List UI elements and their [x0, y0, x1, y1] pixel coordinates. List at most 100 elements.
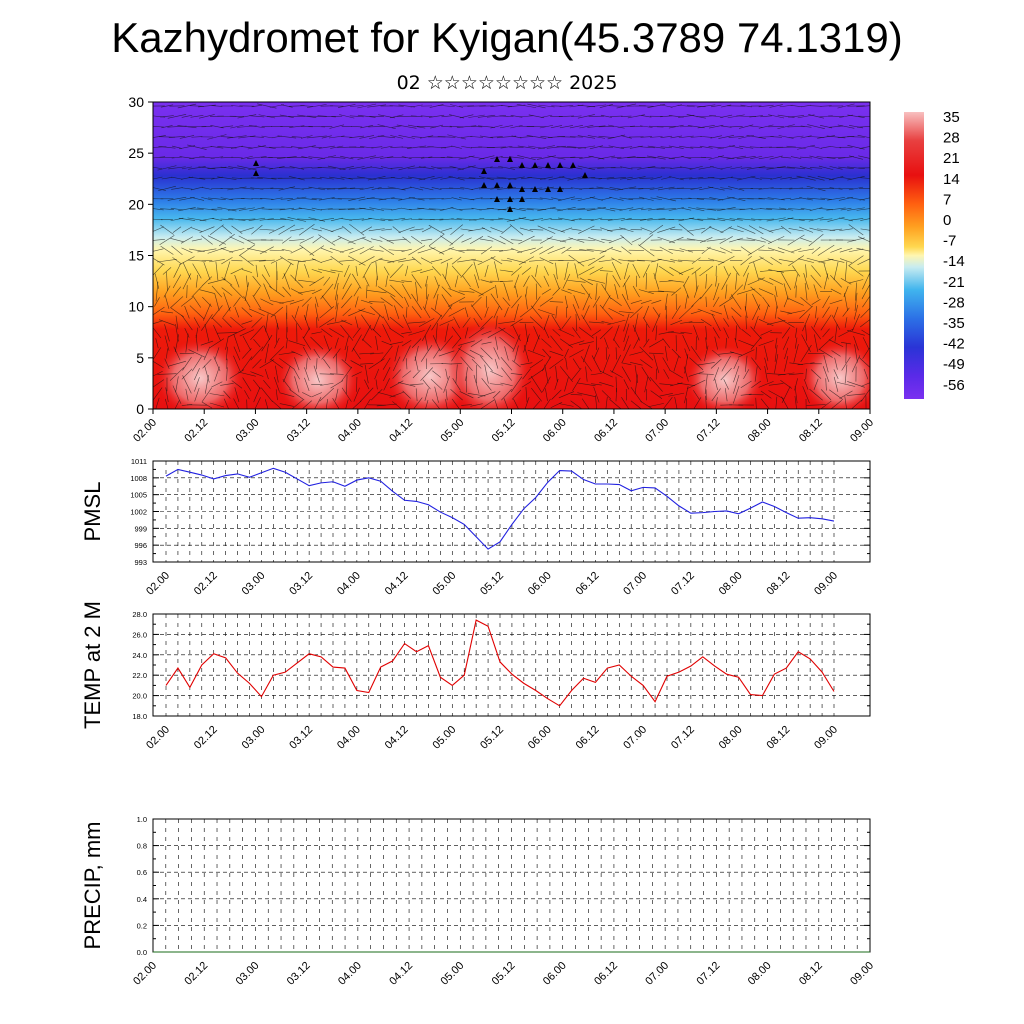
- wind-arrow: [227, 207, 246, 211]
- wind-arrow: [606, 177, 626, 180]
- wind-arrow: [741, 328, 751, 337]
- wind-arrow: [300, 105, 314, 107]
- wind-arrow: [599, 270, 613, 272]
- colorbar-label: -42: [943, 336, 965, 353]
- x-tick-label: 02.00: [131, 960, 159, 988]
- wind-arrow: [654, 263, 659, 279]
- wind-arrow: [240, 255, 254, 266]
- wind-arrow: [461, 404, 472, 406]
- wind-arrow: [630, 400, 642, 409]
- wind-arrow: [530, 305, 543, 319]
- wind-arrow: [229, 248, 245, 253]
- x-tick-label: 02.12: [182, 960, 210, 988]
- wind-arrow: [263, 380, 271, 389]
- wind-arrow: [658, 331, 674, 335]
- wind-arrow: [258, 259, 275, 262]
- y-tick-label: 1002: [130, 508, 147, 517]
- wind-arrow: [730, 294, 742, 310]
- wind-arrow: [468, 228, 485, 232]
- wind-arrow: [273, 376, 280, 392]
- wind-arrow: [451, 265, 462, 277]
- wind-arrow: [210, 146, 224, 149]
- wind-arrow: [804, 282, 808, 301]
- wind-arrow: [334, 282, 339, 301]
- x-tick-label: 03.12: [287, 724, 315, 752]
- wind-arrow: [189, 196, 205, 201]
- wind-arrow: [629, 207, 644, 211]
- wind-arrow: [619, 207, 634, 211]
- wind-arrow: [769, 277, 784, 285]
- y-tick-label: 20.0: [132, 692, 147, 701]
- wind-arrow: [310, 336, 324, 350]
- wind-arrow: [723, 266, 729, 276]
- wind-arrow: [769, 104, 783, 108]
- wind-arrow: [539, 297, 554, 307]
- wind-arrow: [253, 387, 261, 403]
- wind-arrow: [153, 187, 167, 191]
- wind-arrow: [418, 166, 435, 170]
- wind-arrow: [652, 313, 661, 332]
- wind-arrow: [280, 104, 293, 108]
- wind-arrow: [859, 197, 870, 201]
- wind-arrow: [621, 366, 631, 382]
- wind-arrow: [447, 296, 466, 307]
- wind-arrow: [758, 187, 774, 190]
- wind-arrow: [455, 364, 458, 384]
- wind-arrow: [670, 319, 683, 326]
- wind-arrow: [321, 135, 332, 139]
- wind-arrow: [542, 376, 551, 393]
- wind-arrow: [781, 327, 791, 339]
- wind-arrow: [223, 390, 231, 399]
- wind-arrow: [600, 227, 613, 233]
- wind-flag: [582, 172, 588, 178]
- wind-arrow: [447, 134, 466, 140]
- wind-arrow: [251, 224, 263, 235]
- wind-arrow: [161, 177, 173, 180]
- wind-arrow: [531, 387, 542, 402]
- wind-arrow: [564, 377, 569, 392]
- wind-arrow: [713, 367, 720, 381]
- wind-arrow: [687, 379, 706, 389]
- wind-arrow: [833, 261, 839, 281]
- wind-arrow: [311, 177, 322, 180]
- wind-arrow: [800, 135, 812, 139]
- wind-arrow: [779, 207, 794, 211]
- wind-arrow: [459, 114, 474, 119]
- wind-arrow: [712, 349, 721, 357]
- wind-arrow: [361, 338, 372, 348]
- plot-frame: [152, 613, 871, 717]
- y-tick-label: 1011: [131, 457, 147, 466]
- wind-arrow: [641, 115, 652, 118]
- wind-flag: [481, 182, 487, 188]
- wind-arrow: [683, 284, 690, 299]
- wind-arrow: [809, 207, 823, 212]
- wind-arrow: [471, 187, 482, 190]
- wind-arrow: [319, 306, 335, 319]
- x-tick-label: 09.00: [812, 570, 840, 598]
- wind-arrow: [311, 146, 322, 148]
- y-axis-label: TEMP at 2 M: [80, 601, 105, 729]
- wind-arrow: [706, 247, 726, 254]
- wind-arrow: [470, 126, 483, 128]
- wind-arrow: [587, 135, 606, 139]
- wind-arrow: [359, 135, 375, 139]
- wind-arrow: [647, 218, 666, 221]
- wind-arrow: [424, 335, 429, 351]
- wind-arrow: [799, 166, 813, 170]
- wind-arrow: [342, 273, 351, 290]
- wind-arrow: [810, 369, 822, 379]
- wind-arrow: [808, 114, 824, 119]
- wind-arrow: [750, 286, 762, 297]
- wind-arrow: [617, 125, 636, 128]
- wind-arrow: [357, 103, 377, 109]
- wind-arrow: [178, 207, 196, 212]
- wind-arrow: [823, 273, 829, 290]
- wind-arrow: [716, 207, 736, 212]
- wind-arrow: [380, 166, 393, 170]
- wind-arrow: [195, 274, 198, 288]
- wind-arrow: [457, 177, 476, 179]
- wind-arrow: [730, 351, 743, 356]
- wind-arrow: [170, 207, 184, 211]
- wind-arrow: [501, 225, 512, 235]
- wind-arrow: [169, 367, 185, 381]
